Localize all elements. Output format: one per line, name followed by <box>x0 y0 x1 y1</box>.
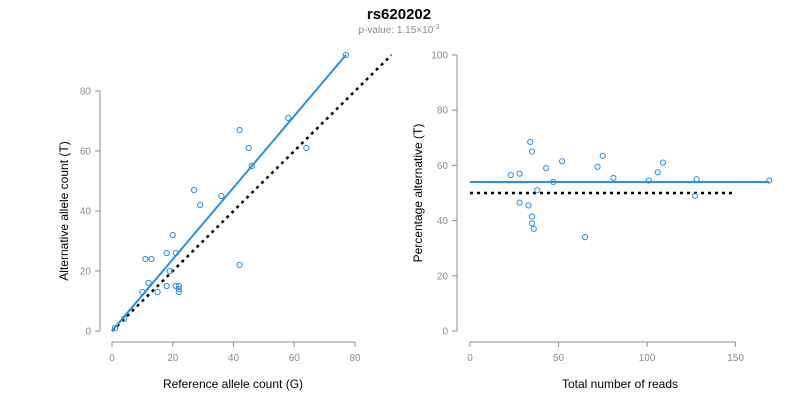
reference-line <box>111 54 393 332</box>
data-point <box>581 234 589 241</box>
y-tick-label: 60 <box>80 147 92 158</box>
data-point <box>285 114 292 122</box>
y-tick-label: 0 <box>85 327 91 338</box>
data-point <box>659 159 667 166</box>
data-point <box>525 202 532 209</box>
p-value-text: p-value: 1.15×10 <box>358 25 433 36</box>
y-tick-label: 80 <box>437 106 449 117</box>
data-point <box>172 249 179 257</box>
allele-count-scatter-panel: 0 20 40 60 80 0 20 40 60 80 Reference allele count… <box>57 51 393 391</box>
data-point <box>558 158 566 165</box>
data-point <box>175 288 182 296</box>
data-point <box>534 187 541 194</box>
data-point <box>245 144 252 152</box>
y-tick-label: 60 <box>437 161 449 172</box>
y-axis-label: Percentage alternative (T) <box>411 124 425 263</box>
data-point <box>654 169 661 176</box>
x-tick-label: 20 <box>167 353 179 364</box>
x-tick-label: 100 <box>639 353 656 364</box>
data-point <box>527 138 534 146</box>
data-point <box>175 285 182 293</box>
data-point <box>528 213 536 220</box>
data-point <box>163 249 170 257</box>
data-point <box>550 178 557 186</box>
data-point <box>528 220 536 227</box>
y-tick-label: 100 <box>431 51 448 62</box>
x-axis-label: Total number of reads <box>562 377 678 391</box>
percentage-alternative-scatter-panel: 0 50 100 150 0 20 40 60 80 100 Total number of rea… <box>411 51 773 391</box>
data-point <box>594 163 601 170</box>
data-point <box>139 288 146 296</box>
data-point <box>303 144 310 152</box>
data-point <box>236 261 243 269</box>
data-point <box>236 126 243 134</box>
data-point <box>111 324 119 332</box>
data-point <box>528 148 536 155</box>
x-tick-label: 150 <box>727 353 744 364</box>
y-tick-label: 20 <box>437 271 449 282</box>
data-point <box>175 282 182 290</box>
data-point <box>190 186 198 194</box>
data-point <box>196 201 204 209</box>
x-tick-label: 0 <box>467 353 473 364</box>
data-point <box>645 177 652 184</box>
x-tick-label: 0 <box>109 353 115 364</box>
data-point <box>610 174 617 181</box>
data-point <box>543 165 550 172</box>
y-tick-label: 40 <box>80 207 92 218</box>
chart-title: rs620202 <box>367 6 431 23</box>
y-tick-label: 0 <box>442 327 448 338</box>
y-tick-label: 40 <box>437 216 449 227</box>
x-tick-label: 80 <box>349 353 361 364</box>
data-point <box>166 267 173 275</box>
data-point <box>516 199 523 206</box>
data-point <box>516 170 523 177</box>
fit-line <box>111 54 347 332</box>
y-tick-label: 80 <box>80 87 92 98</box>
data-point <box>342 51 349 59</box>
data-point <box>163 282 170 290</box>
data-point <box>693 176 700 183</box>
data-point <box>218 192 225 200</box>
x-tick-label: 50 <box>553 353 565 364</box>
y-tick-label: 20 <box>80 267 92 278</box>
data-point <box>248 162 255 170</box>
data-point <box>169 231 176 239</box>
x-tick-label: 60 <box>289 353 301 364</box>
p-value-exponent: -3 <box>433 24 439 31</box>
y-axis-label: Alternative allele count (T) <box>57 141 71 280</box>
data-point <box>145 279 152 287</box>
data-point <box>766 177 773 184</box>
data-point <box>530 225 537 232</box>
data-point <box>148 255 155 263</box>
data-point <box>507 171 514 179</box>
x-axis-label: Reference allele count (G) <box>163 377 303 391</box>
x-tick-label: 40 <box>228 353 240 364</box>
data-point <box>691 192 698 199</box>
data-point <box>154 288 161 296</box>
data-point <box>121 315 128 323</box>
data-point <box>142 255 149 263</box>
data-point <box>599 152 606 159</box>
chart-subtitle: p-value: 1.15×10-3 <box>358 24 439 36</box>
